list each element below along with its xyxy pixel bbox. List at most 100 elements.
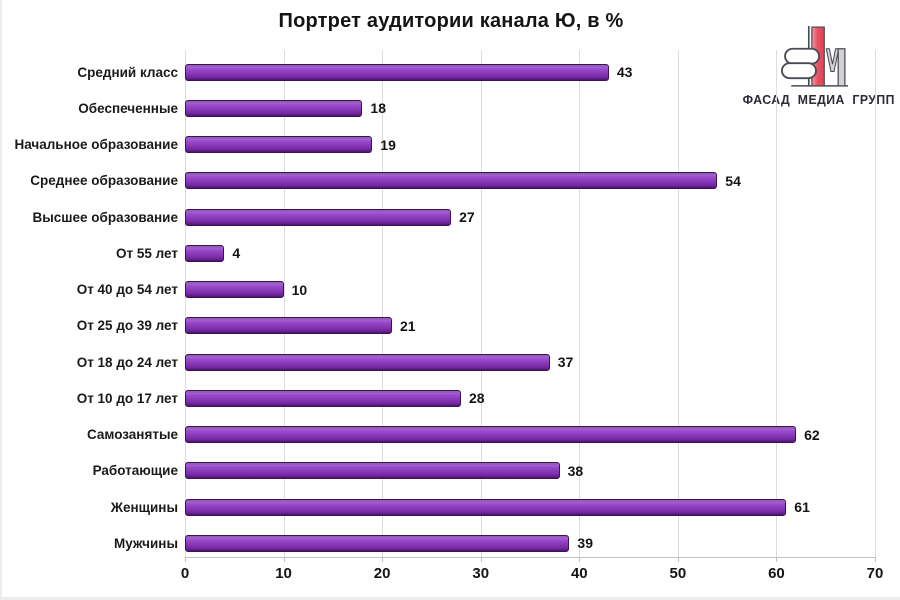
x-tick-label: 30 xyxy=(472,565,490,582)
bar-row: От 18 до 24 лет 37 xyxy=(2,344,900,380)
bar-row: От 55 лет 4 xyxy=(2,235,900,271)
x-tick-label: 50 xyxy=(669,565,687,582)
category-label: От 25 до 39 лет xyxy=(76,318,178,334)
bar-track: 18 xyxy=(185,99,875,117)
x-tick-label: 0 xyxy=(180,565,190,582)
bar-track: 10 xyxy=(185,281,875,299)
bar-track: 37 xyxy=(185,353,875,371)
category-label: Самозанятые xyxy=(86,427,178,443)
x-tick-mark xyxy=(776,557,778,562)
bar-row: Среднее образование 54 xyxy=(2,163,900,199)
gridline xyxy=(579,50,581,557)
bar-track: 38 xyxy=(185,462,875,480)
value-label: 61 xyxy=(794,499,810,516)
value-label: 19 xyxy=(380,136,396,153)
bar xyxy=(185,462,560,480)
value-label: 38 xyxy=(567,462,584,479)
value-label: 18 xyxy=(370,100,386,117)
gridline xyxy=(185,50,186,557)
category-label: Работающие xyxy=(92,463,178,479)
bar xyxy=(185,317,392,335)
gridline xyxy=(382,50,384,557)
category-label: Начальное образование xyxy=(14,137,178,153)
category-label: Мужчины xyxy=(114,535,178,551)
value-label: 37 xyxy=(557,354,574,371)
bar-row: Работающие 38 xyxy=(2,453,900,489)
x-tick-label: 20 xyxy=(373,565,391,582)
value-label: 43 xyxy=(616,64,633,81)
bar-track: 27 xyxy=(185,208,875,226)
bar-row: Женщины 61 xyxy=(2,489,900,525)
bar xyxy=(185,426,797,444)
bar xyxy=(185,498,787,516)
category-label: Высшее образование xyxy=(32,209,178,225)
value-label: 21 xyxy=(400,317,416,334)
x-tick-mark xyxy=(579,557,581,562)
bar-track: 39 xyxy=(185,534,875,552)
gridline xyxy=(677,50,679,557)
bar xyxy=(185,244,225,262)
bar xyxy=(185,99,363,117)
x-tick-label: 60 xyxy=(768,565,785,582)
bar-row: Средний класс 43 xyxy=(2,54,900,90)
value-label: 39 xyxy=(577,535,593,552)
bar xyxy=(185,136,373,154)
bar-row: От 10 до 17 лет 28 xyxy=(2,380,900,416)
x-tick-mark xyxy=(185,557,186,562)
bar-track: 28 xyxy=(185,389,875,407)
gridline xyxy=(283,50,285,557)
bar-track: 54 xyxy=(185,172,875,190)
bar xyxy=(185,63,609,81)
x-tick-mark xyxy=(283,557,285,562)
value-label: 27 xyxy=(459,209,475,226)
logo-text: ФАСАД МЕДИА ГРУПП xyxy=(742,92,895,107)
bar-rows: Средний класс 43 Обеспеченные 18 Начальное о… xyxy=(2,54,900,562)
bar-row: Обеспеченные 18 xyxy=(2,90,900,126)
bar-row: Самозанятые 62 xyxy=(2,417,900,453)
x-tick-label: 40 xyxy=(570,565,588,582)
category-label: Обеспеченные xyxy=(78,100,178,116)
bar xyxy=(185,534,570,552)
x-tick-label: 70 xyxy=(866,565,884,582)
x-tick-mark xyxy=(677,557,679,562)
x-tick-mark xyxy=(480,557,482,562)
bar xyxy=(185,208,452,226)
value-label: 28 xyxy=(469,390,485,407)
bar-track: 62 xyxy=(185,426,875,444)
logo-mark-icon xyxy=(781,26,848,87)
bar xyxy=(185,172,718,190)
category-label: Средний класс xyxy=(77,64,178,80)
bar-row: Начальное образование 19 xyxy=(2,127,900,163)
company-logo: ФАСАД МЕДИА ГРУПП xyxy=(738,24,894,107)
bar-track: 19 xyxy=(185,136,875,154)
x-tick-mark xyxy=(382,557,384,562)
gridline xyxy=(480,50,482,557)
gridline xyxy=(776,50,778,557)
category-label: Среднее образование xyxy=(30,173,178,189)
x-axis-ticks: 0 10 20 30 40 50 60 70 xyxy=(181,557,883,587)
bar-track: 21 xyxy=(185,317,875,335)
bar-track: 4 xyxy=(185,244,875,262)
x-axis-line xyxy=(185,557,876,558)
chart-title: Портрет аудитории канала Ю, в % xyxy=(278,10,624,32)
value-label: 4 xyxy=(232,245,241,262)
bar-row: Высшее образование 27 xyxy=(2,199,900,235)
bar-row: От 25 до 39 лет 21 xyxy=(2,308,900,344)
category-label: От 40 до 54 лет xyxy=(76,282,178,298)
value-label: 10 xyxy=(291,281,308,298)
category-label: От 10 до 17 лет xyxy=(76,390,178,406)
bar xyxy=(185,353,550,371)
value-label: 54 xyxy=(725,172,741,189)
category-label: От 18 до 24 лет xyxy=(76,354,178,370)
plot-gridlines xyxy=(185,50,876,557)
category-label: Женщины xyxy=(110,499,178,515)
gridline xyxy=(875,50,876,557)
bar xyxy=(185,389,461,407)
category-label: От 55 лет xyxy=(116,245,178,261)
bar xyxy=(185,281,284,299)
x-tick-label: 10 xyxy=(275,565,292,582)
bar-row: От 40 до 54 лет 10 xyxy=(2,272,900,308)
value-label: 62 xyxy=(804,426,820,443)
x-tick-mark xyxy=(875,557,876,562)
